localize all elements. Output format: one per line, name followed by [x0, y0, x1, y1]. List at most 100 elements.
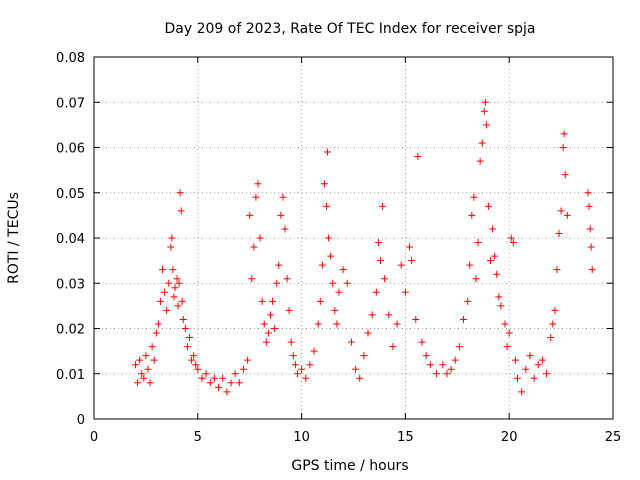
y-tick-label: 0.08: [56, 51, 85, 66]
data-point: [134, 379, 142, 387]
data-point: [190, 352, 198, 360]
data-point: [325, 234, 333, 242]
data-point: [266, 311, 274, 319]
data-point: [171, 284, 179, 292]
data-point: [264, 329, 272, 337]
data-point: [507, 234, 515, 242]
data-point: [165, 279, 173, 287]
data-point: [138, 370, 146, 378]
chart-title: Day 209 of 2023, Rate Of TEC Index for r…: [164, 21, 535, 37]
data-point: [553, 266, 561, 274]
data-point: [175, 279, 183, 287]
data-point: [585, 202, 593, 210]
data-point: [372, 288, 380, 296]
data-point: [555, 229, 563, 237]
data-point: [511, 356, 519, 364]
data-point: [314, 320, 322, 328]
data-point: [393, 320, 401, 328]
data-point: [323, 202, 331, 210]
data-point: [360, 352, 368, 360]
data-point: [283, 275, 291, 283]
data-point: [136, 356, 144, 364]
data-point: [530, 374, 538, 382]
data-point: [177, 207, 185, 215]
data-point: [173, 275, 181, 283]
data-point: [298, 365, 306, 373]
data-point: [468, 211, 476, 219]
y-tick-label: 0.06: [56, 142, 85, 157]
data-point: [406, 243, 414, 251]
data-point: [258, 297, 266, 305]
data-point: [324, 148, 332, 156]
data-point: [289, 352, 297, 360]
data-point: [170, 293, 178, 301]
data-point: [202, 370, 210, 378]
data-point: [231, 370, 239, 378]
data-point: [563, 211, 571, 219]
data-point: [192, 361, 200, 369]
data-point: [329, 279, 337, 287]
data-point: [198, 374, 206, 382]
data-point: [422, 352, 430, 360]
data-point: [246, 211, 254, 219]
data-point: [318, 261, 326, 269]
data-point: [526, 352, 534, 360]
data-point: [464, 297, 472, 305]
y-tick-label: 0.07: [56, 96, 85, 111]
data-point: [219, 374, 227, 382]
data-point: [154, 320, 162, 328]
data-point: [279, 193, 287, 201]
data-point: [327, 252, 335, 260]
data-point: [584, 189, 592, 197]
data-point: [146, 379, 154, 387]
data-point: [235, 379, 243, 387]
data-point: [379, 202, 387, 210]
data-point: [426, 361, 434, 369]
data-point: [522, 365, 530, 373]
data-point: [376, 257, 384, 265]
y-axis-label: ROTI / TECUs: [6, 192, 22, 284]
data-point: [491, 252, 499, 260]
data-point: [252, 193, 260, 201]
data-point: [277, 211, 285, 219]
data-point: [480, 107, 488, 115]
data-point: [534, 361, 542, 369]
axis-ticks: 0 5 10 15 20 25 0 0.01 0.02 0.03 0.04 0.05 0.06 0.07 0…: [56, 51, 621, 445]
data-point: [244, 356, 252, 364]
data-point: [174, 302, 182, 310]
data-point: [188, 356, 196, 364]
data-point: [547, 334, 555, 342]
data-point: [368, 311, 376, 319]
data-point: [549, 320, 557, 328]
data-point: [132, 361, 140, 369]
data-point: [161, 288, 169, 296]
data-point: [339, 266, 347, 274]
data-point: [381, 275, 389, 283]
x-tick-label: 10: [293, 430, 310, 445]
data-point: [418, 338, 426, 346]
data-point: [470, 193, 478, 201]
data-point: [239, 365, 247, 373]
x-tick-label: 0: [90, 430, 98, 445]
data-point: [302, 374, 310, 382]
data-point: [223, 388, 231, 396]
data-point: [169, 266, 177, 274]
data-point: [484, 202, 492, 210]
data-point: [503, 343, 511, 351]
data-point: [227, 379, 235, 387]
data-point: [281, 225, 289, 233]
data-point: [181, 325, 189, 332]
data-point: [433, 370, 441, 378]
data-point: [443, 370, 451, 378]
data-point: [275, 261, 283, 269]
data-point: [310, 347, 318, 355]
data-point: [493, 270, 501, 278]
data-point: [495, 293, 503, 301]
plot-frame: [93, 56, 614, 420]
data-point: [335, 288, 343, 296]
data-point: [509, 239, 517, 247]
data-point: [514, 374, 522, 382]
data-point: [271, 325, 279, 332]
y-tick-label: 0.02: [56, 323, 85, 338]
data-point: [474, 239, 482, 247]
